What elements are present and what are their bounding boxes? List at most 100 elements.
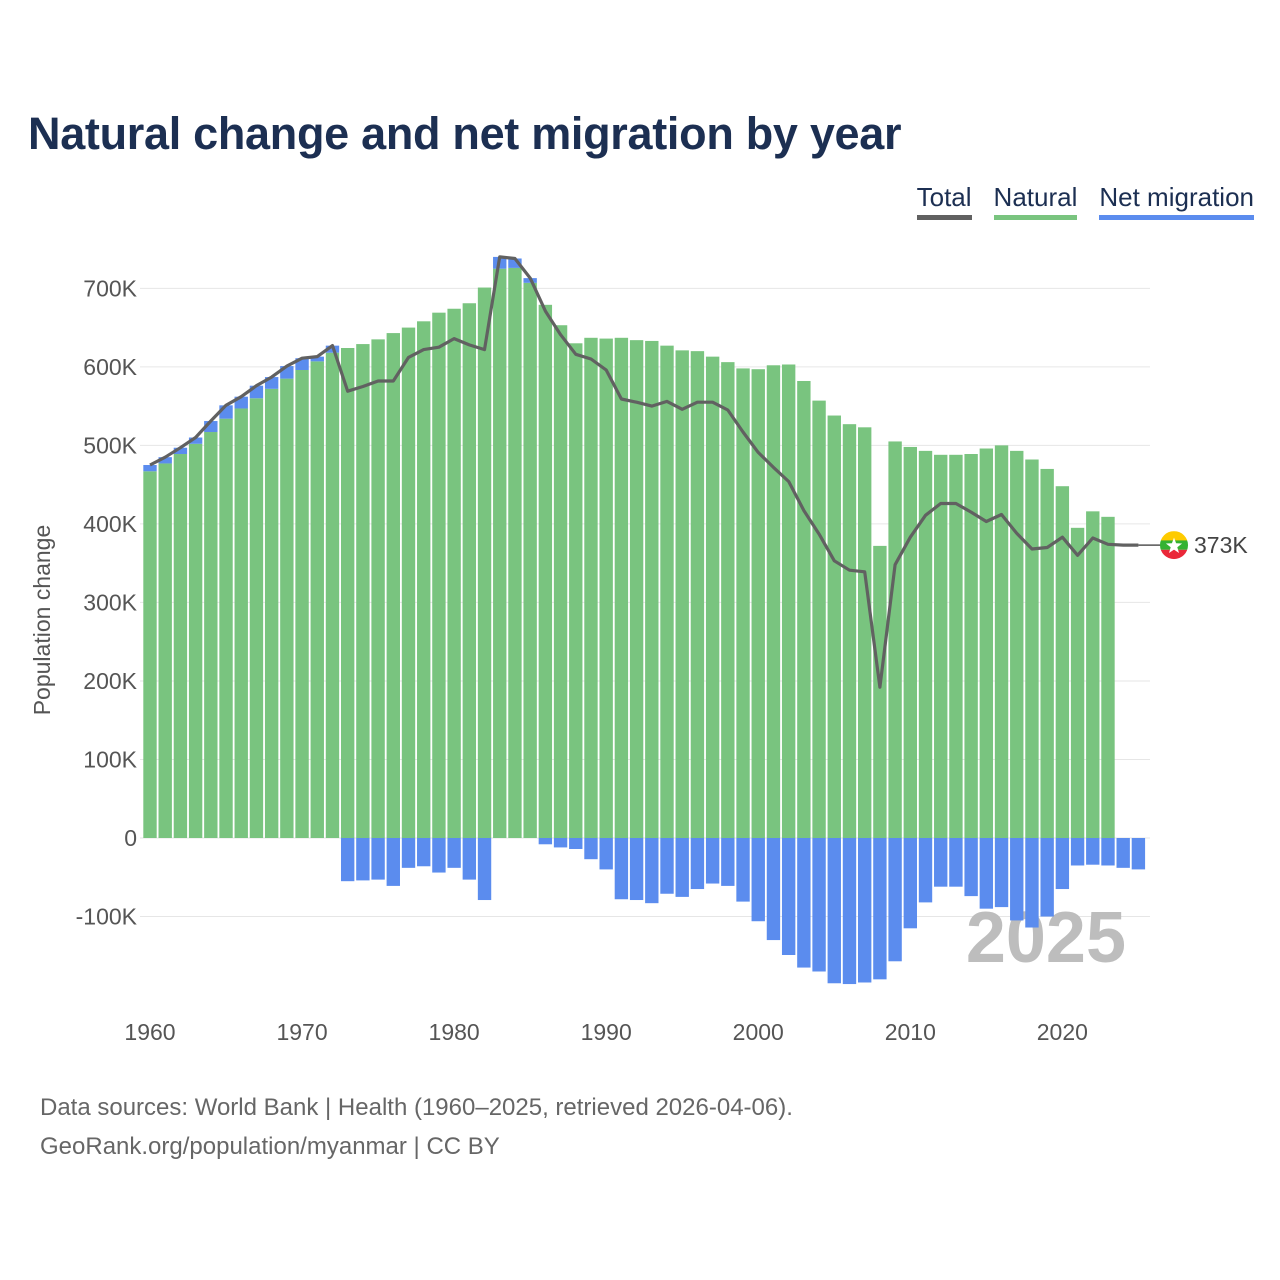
net-migration-bar bbox=[188, 437, 203, 444]
natural-bar bbox=[340, 348, 355, 838]
net-migration-bar bbox=[158, 457, 172, 464]
natural-bar bbox=[842, 424, 857, 838]
natural-bar bbox=[584, 337, 598, 838]
bars-group bbox=[143, 256, 1146, 985]
net-migration-bar bbox=[903, 838, 917, 929]
total-line-group bbox=[149, 255, 1139, 689]
natural-bar bbox=[599, 338, 613, 838]
net-migration-bar bbox=[462, 838, 477, 880]
natural-bar bbox=[1010, 450, 1024, 838]
net-migration-bar bbox=[736, 838, 750, 902]
net-migration-bar bbox=[538, 838, 553, 845]
natural-bar bbox=[234, 408, 248, 838]
natural-bar bbox=[204, 432, 218, 838]
net-migration-bar bbox=[447, 838, 461, 868]
y-tick-label: 600K bbox=[83, 354, 137, 380]
natural-bar bbox=[264, 388, 279, 838]
net-migration-bar bbox=[690, 838, 705, 890]
natural-bar bbox=[934, 454, 948, 838]
net-migration-bar bbox=[873, 838, 887, 980]
natural-bar bbox=[690, 351, 705, 838]
net-migration-bar bbox=[781, 838, 796, 956]
flag-star bbox=[1165, 537, 1183, 553]
x-tick-label: 1990 bbox=[581, 1019, 632, 1045]
chart-title: Natural change and net migration by year bbox=[28, 108, 902, 159]
natural-bar bbox=[751, 369, 765, 838]
net-migration-bar bbox=[888, 838, 902, 962]
natural-bar bbox=[918, 450, 933, 838]
y-tick-label: -100K bbox=[76, 904, 138, 930]
net-migration-bar bbox=[477, 838, 492, 901]
end-marker: 373K bbox=[1138, 531, 1248, 560]
natural-bar bbox=[1025, 459, 1039, 838]
net-migration-bar bbox=[721, 838, 735, 886]
net-migration-bar bbox=[371, 838, 385, 880]
natural-bar bbox=[888, 441, 902, 838]
net-migration-bar bbox=[1131, 838, 1146, 870]
natural-bar bbox=[964, 454, 978, 838]
myanmar-flag-icon bbox=[1160, 531, 1188, 560]
natural-bar bbox=[1055, 486, 1070, 838]
net-migration-bar bbox=[751, 838, 765, 922]
y-tick-label: 200K bbox=[83, 668, 137, 694]
natural-bar bbox=[508, 267, 522, 838]
net-migration-bar bbox=[401, 838, 416, 868]
natural-bar bbox=[386, 333, 400, 838]
net-migration-bar bbox=[994, 838, 1009, 908]
net-migration-bar bbox=[295, 358, 309, 370]
natural-bar bbox=[249, 398, 264, 838]
flag-stripe-red bbox=[1160, 549, 1188, 560]
net-migration-bar bbox=[857, 838, 872, 983]
natural-bar bbox=[1070, 527, 1085, 838]
y-axis: -100K 0 100K 200K 300K 400K 500K 600K 700K bbox=[76, 275, 138, 929]
natural-bar bbox=[447, 308, 461, 839]
natural-bar bbox=[523, 282, 537, 838]
natural-bar bbox=[158, 463, 172, 838]
net-migration-bar bbox=[645, 838, 659, 904]
net-migration-bar bbox=[1070, 838, 1085, 866]
net-migration-bar bbox=[1055, 838, 1070, 890]
legend-natural[interactable]: Natural bbox=[993, 182, 1078, 220]
natural-bar bbox=[417, 321, 431, 838]
natural-bar bbox=[781, 364, 796, 838]
natural-bar bbox=[325, 352, 340, 838]
net-migration-bar bbox=[1116, 838, 1130, 868]
natural-bar bbox=[356, 344, 370, 838]
legend-net-migration[interactable]: Net migration bbox=[1099, 182, 1254, 220]
natural-bar bbox=[371, 339, 385, 838]
natural-bar bbox=[857, 427, 872, 838]
natural-bar bbox=[553, 325, 568, 838]
net-migration-bar bbox=[599, 838, 613, 870]
end-value-label: 373K bbox=[1194, 532, 1248, 558]
x-tick-label: 1980 bbox=[429, 1019, 480, 1045]
legend: Total Natural Net migration bbox=[916, 182, 1254, 220]
legend-total[interactable]: Total bbox=[916, 182, 972, 220]
natural-bar bbox=[569, 343, 583, 838]
net-migration-bar bbox=[842, 838, 857, 985]
natural-bar bbox=[538, 304, 553, 838]
net-migration-bar bbox=[386, 838, 400, 886]
y-tick-label: 100K bbox=[83, 746, 137, 772]
net-migration-bar bbox=[705, 838, 720, 884]
natural-bar bbox=[629, 340, 644, 838]
net-migration-bar bbox=[964, 838, 978, 897]
net-migration-bar bbox=[356, 838, 370, 881]
x-axis: 1960 1970 1980 1990 2000 2010 2020 bbox=[124, 1019, 1088, 1045]
net-migration-bar bbox=[1086, 838, 1100, 865]
x-tick-label: 2000 bbox=[733, 1019, 784, 1045]
natural-bar bbox=[1086, 511, 1100, 838]
net-migration-bar bbox=[569, 838, 583, 849]
natural-bar bbox=[173, 454, 188, 838]
net-migration-bar bbox=[143, 465, 157, 472]
net-migration-bar bbox=[629, 838, 644, 901]
natural-bar bbox=[903, 446, 917, 838]
natural-bar bbox=[295, 369, 309, 838]
net-migration-bar bbox=[1101, 838, 1115, 866]
y-tick-label: 0 bbox=[124, 825, 137, 851]
net-migration-bar bbox=[827, 838, 841, 984]
net-migration-bar bbox=[204, 421, 218, 433]
natural-bar bbox=[873, 545, 887, 838]
net-migration-bar bbox=[812, 838, 826, 972]
net-migration-bar bbox=[234, 396, 248, 409]
net-migration-bar bbox=[766, 838, 781, 941]
